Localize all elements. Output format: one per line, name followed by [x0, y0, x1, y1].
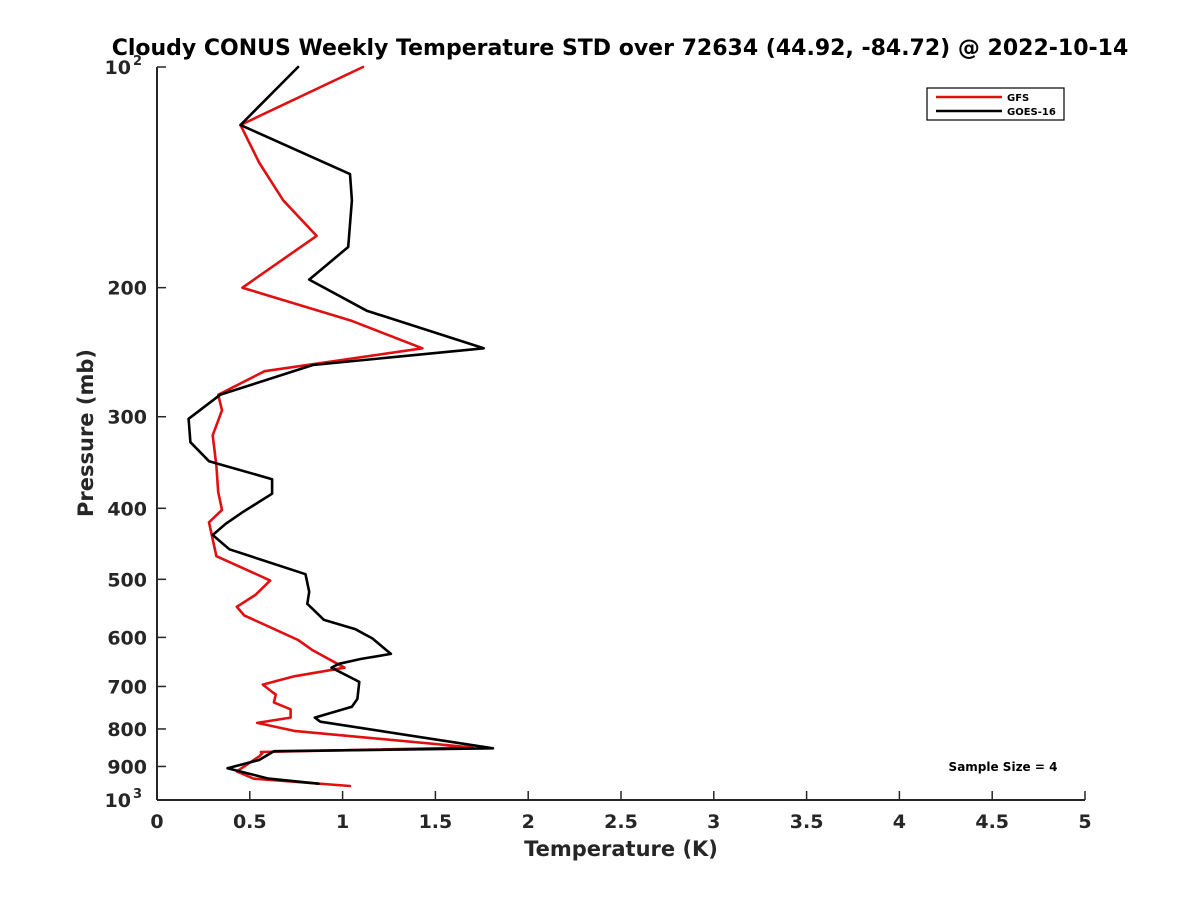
- series-line-gfs: [207, 65, 474, 788]
- x-tick-label: 4: [893, 811, 906, 833]
- legend: GFS GOES-16: [926, 87, 1065, 121]
- x-tick-label: 2.5: [604, 811, 638, 833]
- y-tick-label: 700: [107, 676, 147, 698]
- y-tick-label: 400: [107, 498, 147, 520]
- y-tick-label: 300: [107, 407, 147, 429]
- x-tick-label: 2: [522, 811, 535, 833]
- y-tick-base: 10: [105, 790, 131, 812]
- x-tick-label: 3: [707, 811, 720, 833]
- y-tick-base: 700: [107, 676, 147, 698]
- x-tick-label: 0.5: [233, 811, 267, 833]
- plot-area: [157, 67, 1085, 800]
- y-tick-label: 500: [107, 569, 147, 591]
- y-tick-base: 600: [107, 627, 147, 649]
- y-tick-label: 600: [107, 627, 147, 649]
- y-tick-base: 800: [107, 719, 147, 741]
- y-tick-label: 10: [105, 790, 131, 812]
- x-axis-title: Temperature (K): [524, 837, 718, 861]
- y-tick-exponent: 3: [133, 787, 142, 802]
- y-tick-base: 300: [107, 407, 147, 429]
- y-tick-base: 10: [105, 57, 131, 79]
- y-tick-label: 900: [107, 756, 147, 778]
- y-tick-exponent: 2: [133, 54, 142, 69]
- legend-box: [926, 87, 1065, 121]
- series-layer: [187, 65, 495, 788]
- y-tick-base: 400: [107, 498, 147, 520]
- y-tick-base: 900: [107, 756, 147, 778]
- x-tick-label: 1: [336, 811, 349, 833]
- sample-size-annotation: Sample Size = 4: [949, 760, 1058, 774]
- x-tick-label: 0: [150, 811, 163, 833]
- y-tick-label: 10: [105, 57, 131, 79]
- y-tick-label: 200: [107, 278, 147, 300]
- y-tick-label: 800: [107, 719, 147, 741]
- x-tick-label: 4.5: [975, 811, 1009, 833]
- y-tick-base: 200: [107, 278, 147, 300]
- y-axis-title: Pressure (mb): [74, 349, 98, 517]
- x-tick-label: 1.5: [419, 811, 453, 833]
- x-ticks: 0 0.5 1 1.5 2 2.5 3 3.5 4 4.5 5: [150, 791, 1092, 833]
- x-tick-label: 3.5: [790, 811, 824, 833]
- chart-title: Cloudy CONUS Weekly Temperature STD over…: [112, 36, 1129, 61]
- x-tick-label: 5: [1078, 811, 1091, 833]
- series-line-goes16: [187, 65, 495, 786]
- legend-label-gfs: GFS: [1007, 93, 1029, 104]
- y-tick-base: 500: [107, 569, 147, 591]
- legend-label-goes16: GOES-16: [1007, 107, 1056, 118]
